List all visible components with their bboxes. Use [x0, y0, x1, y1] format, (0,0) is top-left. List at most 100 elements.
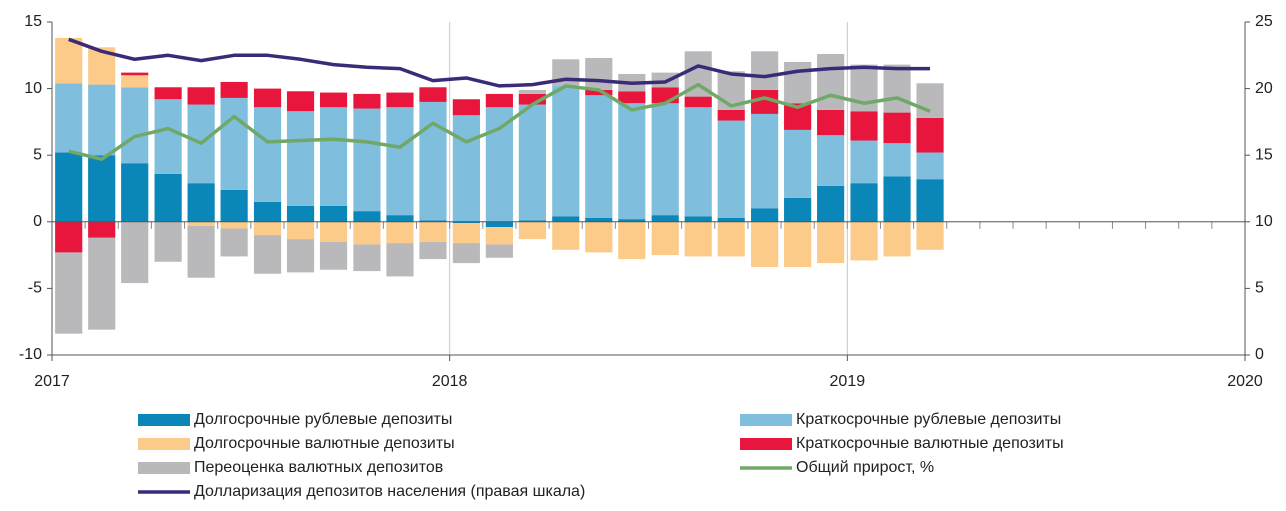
bar-segment	[618, 221, 646, 260]
bar-segment	[187, 221, 215, 226]
bar-segment	[55, 83, 83, 153]
bar-segment	[419, 220, 447, 222]
bar-segment	[717, 221, 745, 257]
bar-segment	[419, 101, 447, 221]
bar-segment	[55, 221, 83, 253]
bar-segment	[452, 223, 480, 244]
bar-segment	[55, 37, 83, 84]
bar-segment	[286, 111, 315, 206]
bar-segment	[88, 155, 116, 222]
bar-segment	[518, 89, 546, 94]
bar-segment	[353, 108, 381, 212]
bar-segment	[88, 221, 116, 238]
bar-segment	[121, 221, 149, 284]
bar-segment	[916, 152, 944, 180]
bar-segment	[684, 216, 712, 222]
bar-segment	[253, 107, 282, 202]
bar-segment	[220, 221, 248, 229]
bar-segment	[319, 92, 348, 108]
y2-tick-label: 0	[1255, 346, 1264, 363]
bar-segment	[253, 235, 282, 274]
bar-segment	[552, 216, 580, 222]
bar-segment	[452, 221, 480, 224]
x-tick-label: 2018	[432, 373, 468, 390]
bar-segment	[386, 243, 414, 277]
bar-segment	[518, 221, 546, 240]
bar-segment	[319, 221, 348, 242]
bar-segment	[916, 221, 944, 250]
bar-segment	[319, 205, 348, 222]
bar-segment	[651, 87, 679, 104]
bar-segment	[883, 143, 911, 177]
bar-segment	[850, 140, 878, 184]
bar-segment	[452, 115, 480, 222]
legend-label: Переоценка валютных депозитов	[194, 459, 443, 476]
bar-segment	[916, 179, 944, 222]
bar-segment	[916, 83, 944, 118]
bar-segment	[651, 103, 679, 216]
legend-label: Краткосрочные валютные депозиты	[796, 435, 1064, 452]
bar-segment	[817, 185, 845, 222]
bar-segment	[618, 219, 646, 222]
y-tick-label: 5	[33, 146, 42, 163]
bar-segment	[55, 252, 83, 334]
bar-segment	[220, 97, 248, 190]
bar-segment	[618, 91, 646, 104]
legend-swatch	[740, 438, 792, 450]
bar-segment	[386, 92, 414, 108]
bar-segment	[485, 221, 513, 228]
bar-segment	[220, 81, 248, 98]
line-series	[68, 82, 931, 161]
bar-segment	[585, 89, 613, 96]
bar-segment	[552, 221, 580, 250]
bar-segment	[751, 89, 779, 114]
bar-segment	[419, 221, 447, 242]
bar-segment	[187, 183, 215, 222]
bar-segment	[419, 87, 447, 102]
bar-segment	[585, 95, 613, 218]
bar-segment	[353, 221, 381, 245]
bar-segment	[485, 107, 513, 222]
bar-segment	[717, 120, 745, 218]
legend-swatch	[138, 438, 190, 450]
legend-swatch	[138, 462, 190, 474]
bar-segment	[817, 109, 845, 136]
bar-segment	[286, 205, 315, 222]
bar-segment	[121, 72, 149, 76]
bar-segment	[684, 96, 712, 108]
bar-segment	[253, 201, 282, 222]
legend-swatch	[138, 414, 190, 426]
y-tick-label: -10	[19, 346, 42, 363]
bar-segment	[518, 93, 546, 105]
bar-segment	[883, 176, 911, 222]
legend-label: Краткосрочные рублевые депозиты	[796, 411, 1061, 428]
y-tick-label: 10	[24, 80, 42, 97]
bar-segment	[353, 244, 381, 272]
bar-segment	[850, 221, 878, 261]
y-tick-label: -5	[28, 280, 42, 297]
bar-segment	[518, 104, 546, 221]
bar-segment	[88, 84, 116, 156]
bar-segment	[883, 221, 911, 257]
legend-label: Долгосрочные валютные депозиты	[194, 435, 455, 452]
bar-segment	[220, 189, 248, 222]
y2-tick-label: 5	[1255, 280, 1264, 297]
bar-segment	[154, 221, 182, 262]
legend-label: Общий прирост, %	[796, 459, 934, 476]
bar-segment	[485, 227, 513, 245]
bar-segment	[552, 85, 580, 217]
x-tick-label: 2019	[830, 373, 866, 390]
line-series	[68, 37, 931, 88]
bar-segment	[187, 225, 215, 278]
bar-segment	[55, 152, 83, 222]
y2-tick-label: 25	[1255, 13, 1273, 30]
legend-label: Долгосрочные рублевые депозиты	[194, 411, 452, 428]
bar-segment	[386, 107, 414, 216]
x-tick-label: 2020	[1227, 373, 1263, 390]
bar-segment	[684, 107, 712, 217]
bar-segment	[784, 129, 812, 198]
bar-segment	[751, 208, 779, 222]
bar-segment	[916, 117, 944, 153]
bar-segment	[154, 87, 182, 100]
bar-segment	[253, 221, 282, 236]
